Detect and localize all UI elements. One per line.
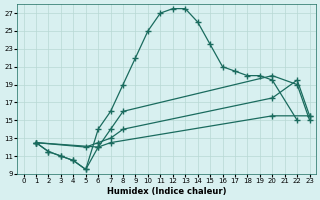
X-axis label: Humidex (Indice chaleur): Humidex (Indice chaleur) [107,187,226,196]
